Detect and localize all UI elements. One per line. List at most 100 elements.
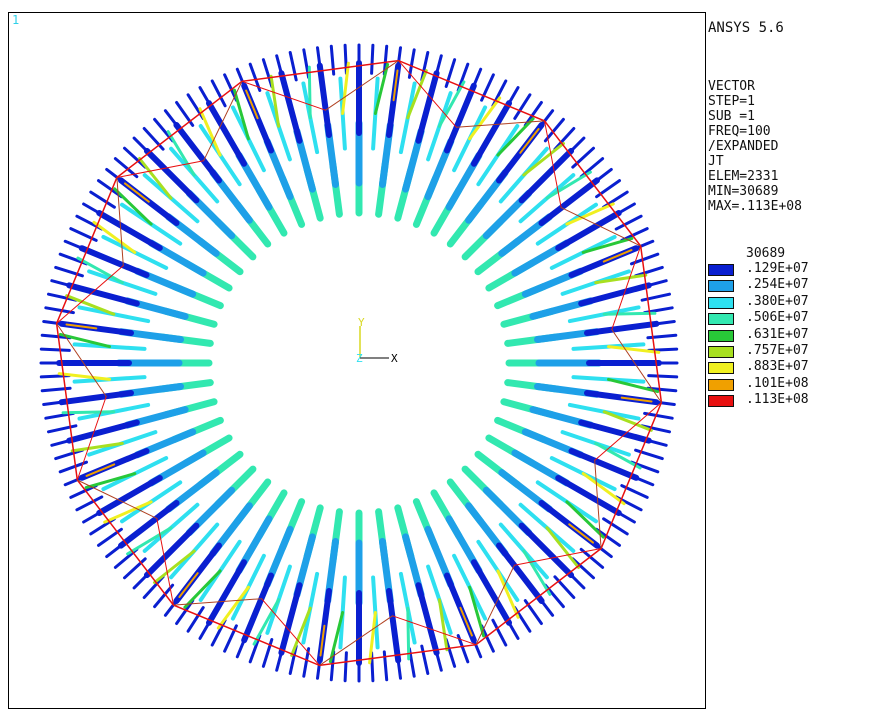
slot-vector	[143, 147, 200, 204]
coil-wire	[56, 323, 107, 397]
vector-arrow	[602, 190, 629, 209]
vector-plot[interactable]: Y Z X	[9, 13, 706, 709]
yoke-vector	[328, 611, 345, 664]
slot-vector	[471, 100, 512, 167]
coil-wire	[594, 402, 662, 461]
legend-min-label: 30689	[746, 246, 786, 261]
legend-swatch	[708, 296, 734, 309]
legend-label: .254E+07	[746, 277, 809, 293]
param-line: VECTOR	[708, 79, 755, 94]
legend-label: .113E+08	[746, 392, 809, 408]
vector-arrow	[261, 58, 274, 88]
param-line: STEP=1	[708, 94, 755, 109]
legend-label: .506E+07	[746, 310, 809, 326]
legend-swatch	[708, 280, 734, 293]
slot-vector	[578, 282, 652, 307]
yoke-vector	[113, 187, 153, 226]
yoke-vector	[620, 396, 653, 403]
yoke-vector	[103, 500, 153, 524]
vector-arrow	[370, 43, 375, 75]
legend-swatch	[708, 395, 734, 408]
vector-arrow	[261, 638, 274, 668]
yoke-vector	[607, 345, 661, 354]
yoke-vector	[406, 69, 428, 120]
slot-vector	[555, 475, 622, 516]
coil-wire	[325, 60, 399, 111]
yoke-vector	[245, 89, 259, 120]
yoke-vector	[126, 526, 173, 556]
yoke-vector	[216, 585, 250, 630]
yoke-vector	[522, 142, 565, 177]
slot-vector	[118, 500, 180, 549]
legend-entry: .129E+07	[706, 261, 809, 277]
slot-vector	[58, 390, 134, 406]
vector-arrow	[54, 448, 84, 461]
slot-vector	[206, 559, 247, 626]
vector-arrow	[153, 583, 175, 609]
slot-vector	[241, 572, 274, 644]
yoke-vector	[124, 182, 150, 203]
slot-vector	[143, 522, 200, 579]
vector-arrow	[543, 117, 565, 143]
vector-arrow	[571, 146, 595, 169]
yoke-vector	[84, 472, 137, 490]
slot-vector	[518, 147, 575, 204]
vector-arrow	[248, 62, 262, 92]
vector-arrow	[553, 575, 576, 599]
slot-vector	[66, 282, 140, 307]
yoke-vector	[373, 62, 390, 115]
triad-x-label: X	[391, 352, 398, 365]
yoke-vector	[437, 598, 449, 652]
yoke-vector	[565, 500, 605, 539]
vector-arrow	[54, 265, 84, 278]
yoke-vector	[594, 441, 642, 470]
legend-swatch	[708, 345, 734, 358]
yoke-vector	[545, 526, 580, 569]
graphics-viewport[interactable]: 1 Y Z X	[8, 12, 706, 709]
vector-arrow	[186, 93, 205, 120]
slot-vector	[96, 210, 163, 251]
yoke-vector	[594, 273, 648, 285]
legend-entry: .101E+08	[706, 376, 809, 392]
coil-wire	[116, 160, 205, 178]
yoke-vector	[468, 585, 486, 638]
slot-vector	[278, 70, 303, 144]
legend-entry: .506E+07	[706, 310, 809, 326]
vector-arrow	[634, 448, 664, 461]
legend-label: .380E+07	[746, 293, 809, 309]
vector-arrow	[513, 93, 532, 120]
vector-arrow	[420, 51, 430, 82]
coil-wire	[513, 548, 602, 566]
yoke-vector	[65, 323, 98, 330]
vector-arrow	[75, 495, 104, 512]
yoke-vector	[70, 441, 124, 453]
yoke-vector	[138, 157, 173, 200]
vector-arrow	[595, 527, 621, 547]
slot-vector	[444, 82, 477, 154]
coil-wire	[76, 396, 107, 481]
param-line: MIN=30689	[708, 184, 779, 199]
vector-arrow	[456, 634, 470, 664]
yoke-vector	[522, 549, 552, 596]
legend-label: .101E+08	[746, 375, 809, 391]
vector-arrow	[444, 58, 457, 88]
yoke-vector	[252, 598, 281, 646]
legend-swatch	[708, 313, 734, 326]
yoke-vector	[58, 332, 111, 349]
slot-vector	[584, 320, 660, 336]
yoke-vector	[290, 606, 312, 657]
triad-z-label: Z	[356, 352, 363, 365]
param-line: SUB =1	[708, 109, 755, 124]
coil-wire	[611, 245, 642, 330]
vector-arrow	[343, 651, 348, 683]
yoke-vector	[468, 96, 502, 141]
slot-vector	[471, 559, 512, 626]
coil-wire	[156, 517, 174, 606]
legend-entry: .254E+07	[706, 277, 809, 293]
slot-vector	[538, 177, 600, 226]
vector-arrow	[647, 374, 679, 379]
yoke-vector	[607, 377, 660, 394]
yoke-vector	[545, 170, 592, 200]
vector-arrow	[288, 51, 298, 82]
yoke-vector	[392, 69, 399, 102]
